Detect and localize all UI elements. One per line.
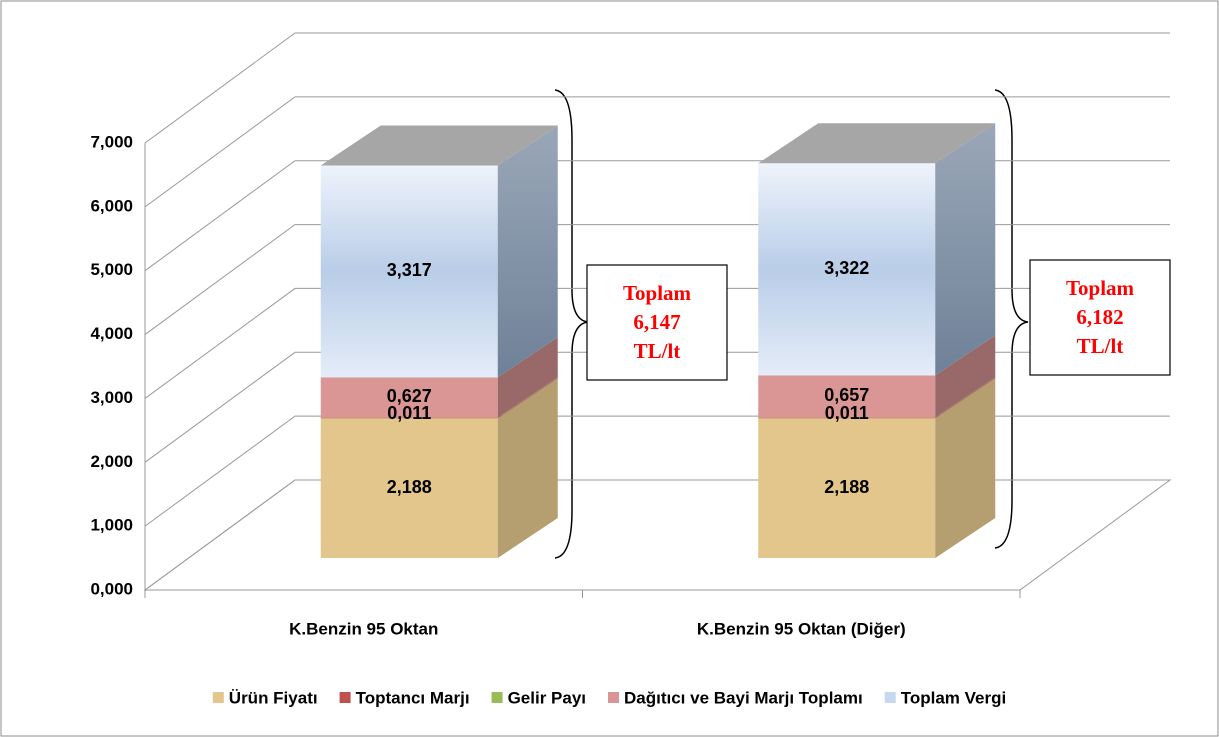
- legend-item: Ürün Fiyatı: [212, 688, 318, 707]
- y-tick-label: 6,000: [90, 196, 133, 215]
- data-label: 0,627: [387, 386, 432, 406]
- legend-item: Toplam Vergi: [884, 688, 1007, 707]
- data-label: 3,317: [387, 260, 432, 280]
- annotation-text: Toplam: [623, 281, 692, 305]
- bar-side: [935, 123, 996, 376]
- grid-line: [144, 32, 1170, 144]
- legend-item: Gelir Payı: [491, 688, 586, 707]
- annotation-text: Toplam: [1066, 276, 1135, 300]
- y-tick-label: 1,000: [90, 516, 133, 535]
- y-tick-label: 2,000: [90, 452, 133, 471]
- bar-segment: [758, 417, 936, 419]
- bar-side: [497, 377, 558, 419]
- bar-side: [497, 377, 558, 418]
- bar-top: [320, 125, 558, 166]
- legend-label: Gelir Payı: [508, 688, 586, 707]
- bar-side: [935, 378, 996, 558]
- bar-segment: [320, 377, 498, 418]
- annotation-text: TL/lt: [634, 339, 681, 363]
- legend-swatch: [491, 692, 503, 703]
- annotation-text: 6,147: [633, 310, 680, 334]
- legend-swatch: [884, 692, 896, 703]
- annotation-box: [586, 264, 728, 381]
- bracket: [994, 89, 1029, 549]
- legend-label: Toplam Vergi: [901, 688, 1007, 707]
- bar-segment: [758, 418, 936, 558]
- data-label: 2,188: [387, 477, 432, 497]
- bar-side: [935, 377, 996, 419]
- bar-side: [497, 378, 558, 558]
- data-label: 0,011: [387, 403, 431, 423]
- y-tick-label: 7,000: [90, 132, 133, 151]
- y-tick-label: 4,000: [90, 324, 133, 343]
- bar-side: [935, 377, 996, 418]
- data-label: 2,188: [824, 477, 869, 497]
- y-tick-label: 3,000: [90, 388, 133, 407]
- x-tick-label: K.Benzin 95 Oktan: [289, 619, 438, 638]
- y-tick-label: 0,000: [90, 579, 133, 598]
- legend-label: Toptancı Marjı: [356, 688, 470, 707]
- legend-item: Dağıtıcı ve Bayi Marjı Toplamı: [608, 688, 863, 707]
- data-label: 0,657: [824, 385, 869, 405]
- annotation-text: TL/lt: [1077, 334, 1124, 358]
- legend-item: Toptancı Marjı: [339, 688, 470, 707]
- legend: Ürün Fiyatı Toptancı Marjı Gelir Payı Dağıt…: [212, 688, 1007, 707]
- bar-segment: [758, 375, 936, 418]
- bar-segment: [320, 417, 498, 419]
- legend-swatch: [212, 692, 224, 703]
- x-tick-label: K.Benzin 95 Oktan (Diğer): [697, 619, 906, 638]
- legend-swatch: [608, 692, 620, 703]
- legend-label: Ürün Fiyatı: [229, 688, 318, 707]
- data-label: 3,322: [824, 258, 869, 278]
- bar-side: [935, 335, 996, 418]
- bar-segment: [758, 163, 936, 376]
- legend-swatch: [339, 692, 351, 703]
- bar-side: [497, 125, 558, 378]
- y-tick-label: 5,000: [90, 260, 133, 279]
- bar-top: [758, 123, 996, 164]
- legend-label: Dağıtıcı ve Bayi Marjı Toplamı: [624, 688, 863, 707]
- bar-side: [497, 337, 558, 418]
- annotation-text: 6,182: [1076, 305, 1123, 329]
- grid-line: [144, 96, 1170, 208]
- bar-segment: [320, 165, 498, 378]
- data-label: 0,011: [825, 403, 869, 423]
- annotation-box: [1029, 259, 1171, 376]
- bar-segment: [320, 418, 498, 558]
